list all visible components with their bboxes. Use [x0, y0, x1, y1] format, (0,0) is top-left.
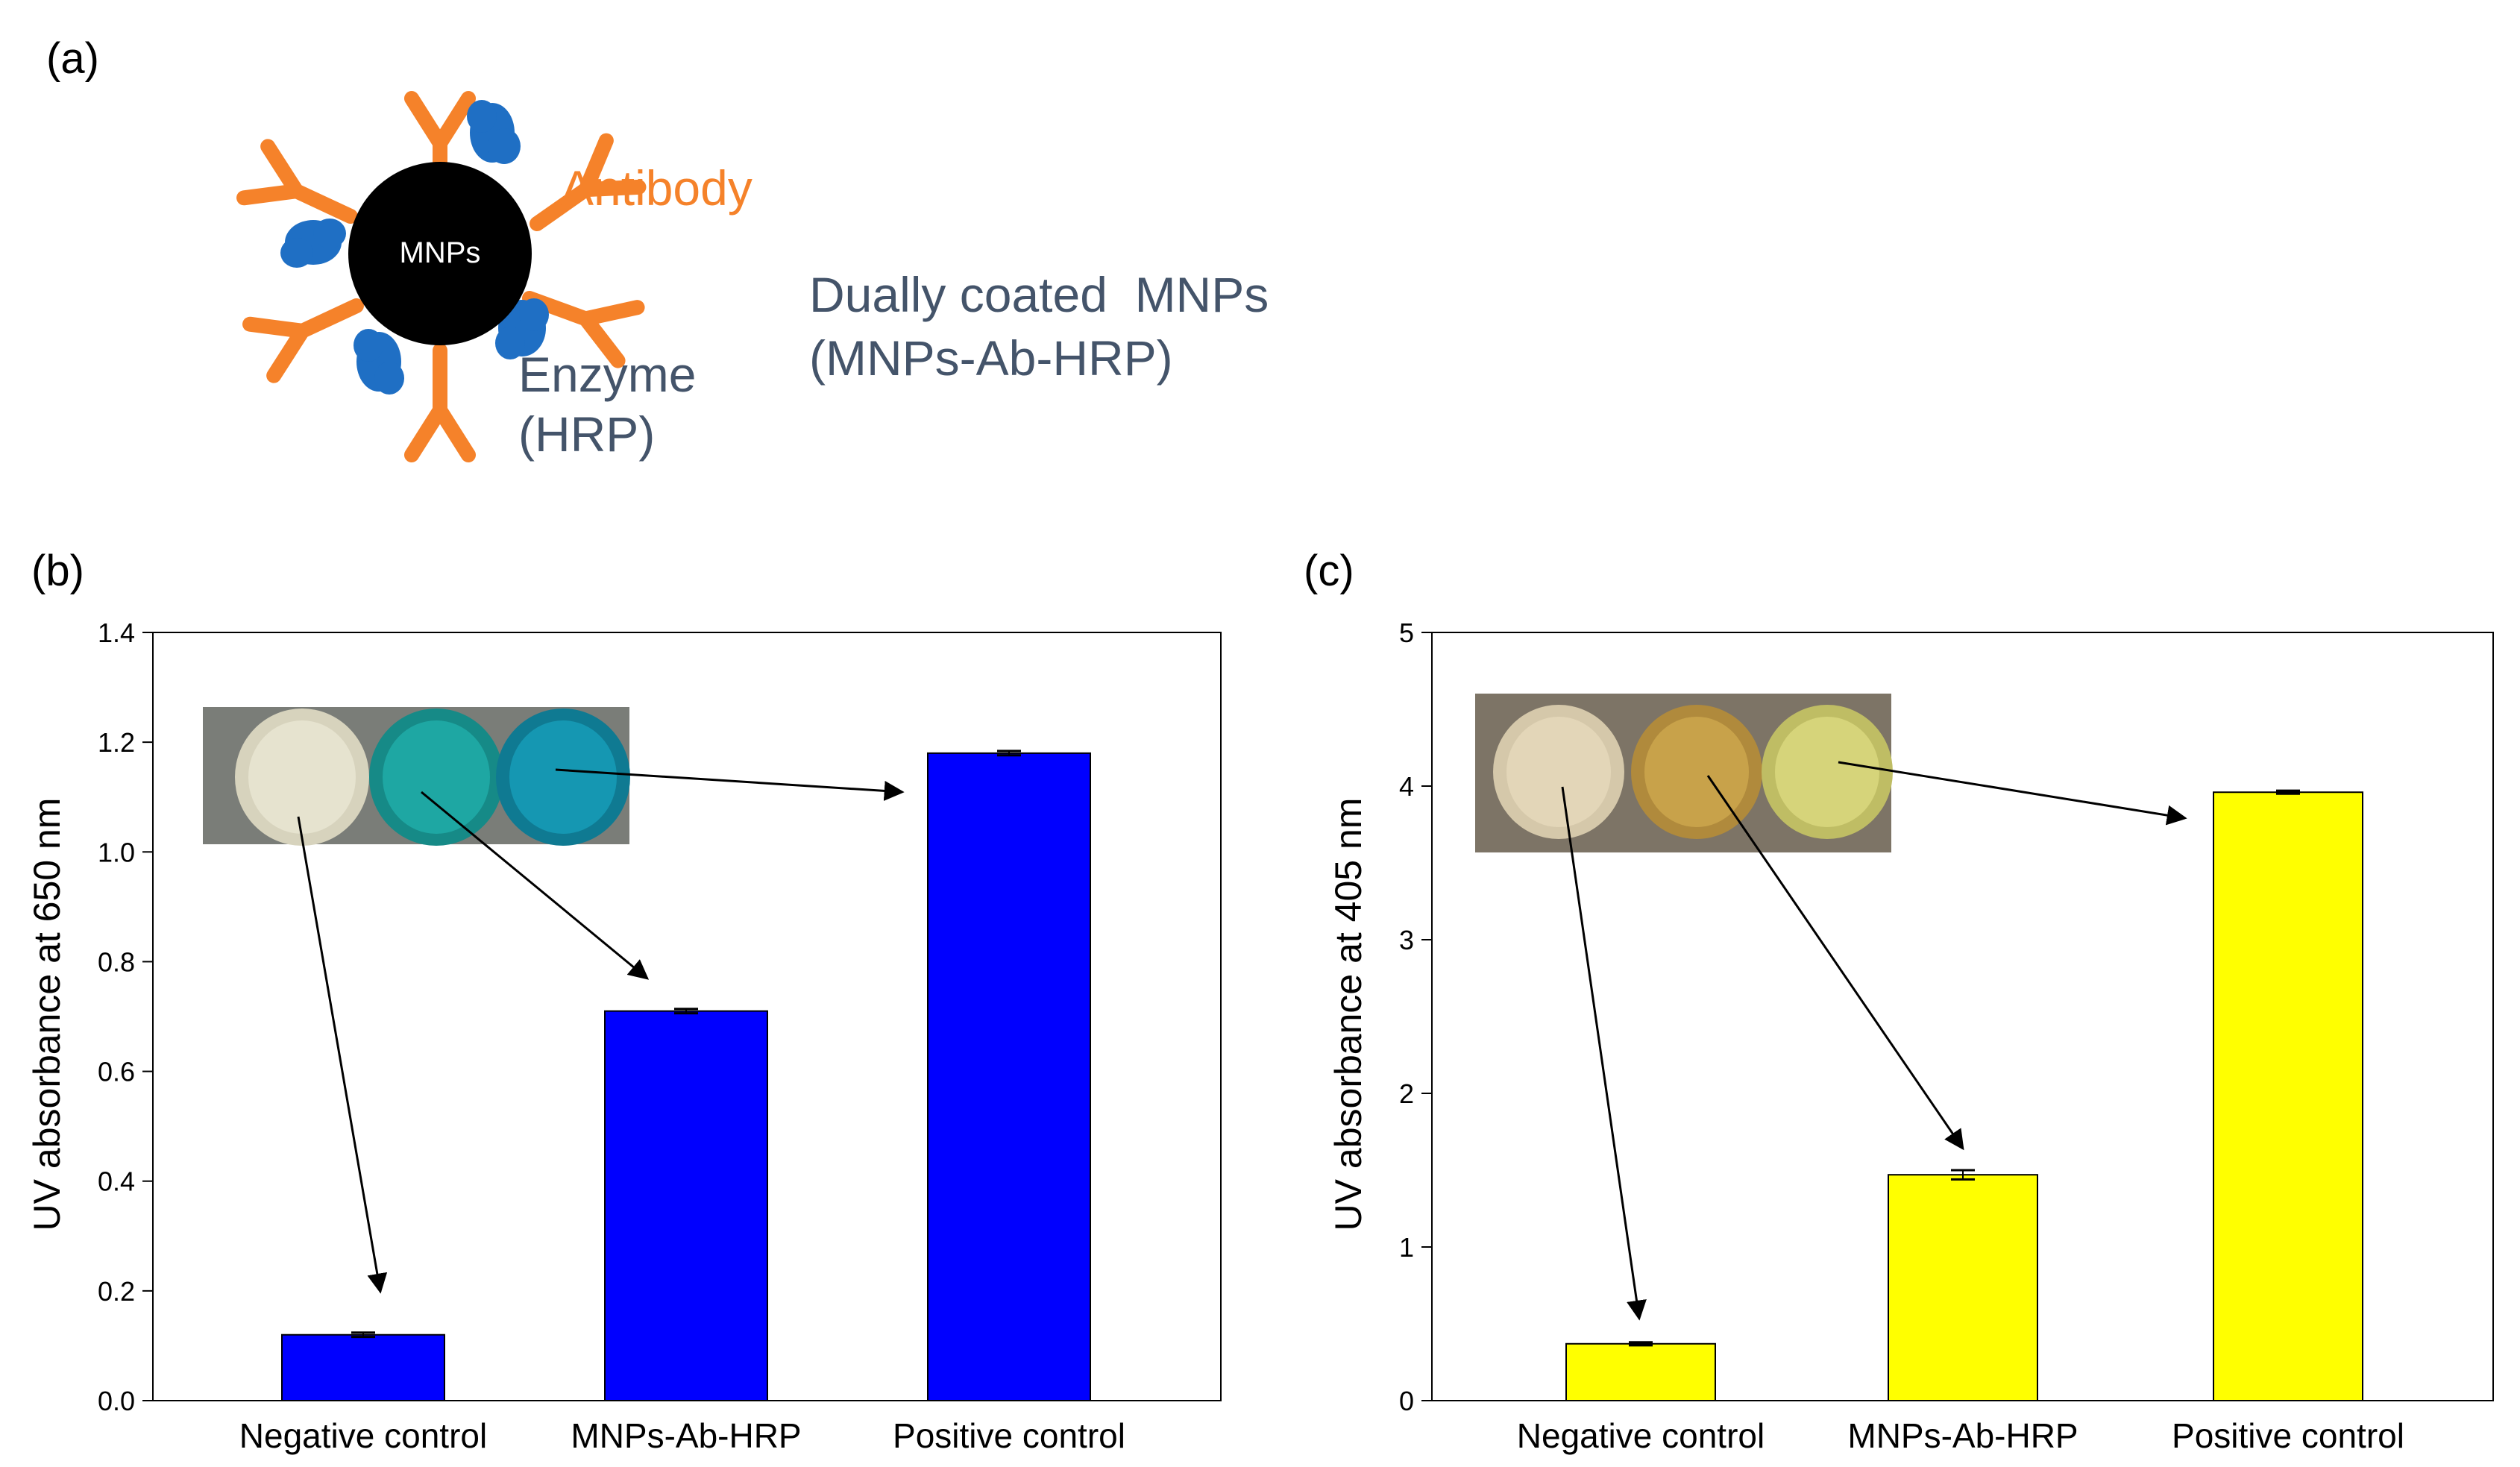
chart-b-yticks: 0.0 0.2 0.4 0.6 0.8 1.0 1.2 1.4 [98, 618, 153, 1416]
well-1 [248, 720, 356, 834]
arrow-negative [1561, 786, 1647, 1321]
enzyme-icons [280, 100, 549, 395]
ytick-label: 0.6 [98, 1057, 135, 1087]
antibody-y-icon [236, 139, 358, 224]
chart-b: (b) UV absorbance at 650 nm 0.0 0.2 0.4 0.6… [26, 547, 1222, 1455]
category-label: Positive control [893, 1416, 1125, 1455]
mnp-core-label: MNPs [400, 236, 481, 269]
bar [281, 1334, 445, 1401]
category-label: Negative control [239, 1416, 487, 1455]
bar [927, 752, 1091, 1401]
well-2 [383, 720, 490, 834]
arrow-negative [297, 816, 388, 1294]
well-2 [1644, 717, 1749, 827]
chart-b-arrows [297, 768, 905, 1294]
antibody-icons [236, 91, 647, 462]
ytick-label: 5 [1399, 618, 1414, 648]
chart-c-xlabels: Negative control MNPs-Ab-HRP Positive cont… [1517, 1416, 2404, 1455]
enzyme-blob-icon [280, 219, 346, 268]
antibody-y-icon [404, 343, 476, 462]
ytick-label: 1.4 [98, 618, 135, 648]
chart-c-yticks: 0 1 2 3 4 5 [1399, 618, 1432, 1416]
well-3 [509, 720, 617, 834]
enzyme-blob-icon [495, 298, 549, 359]
antibody-y-icon [242, 298, 364, 383]
bar [604, 1010, 768, 1401]
bar [2213, 791, 2363, 1401]
ytick-label: 3 [1399, 925, 1414, 955]
caption-line1: Dually coated MNPs [809, 267, 1269, 322]
chart-b-inset-photo [203, 707, 630, 846]
category-label: Positive control [2172, 1416, 2404, 1455]
ytick-label: 0.4 [98, 1166, 135, 1197]
chart-c-bars [1565, 789, 2363, 1402]
arrow-mnps [1706, 775, 1964, 1151]
mnp-diagram: MNPs [236, 91, 647, 462]
panel-b-label: (b) [31, 547, 84, 595]
caption-line2: (MNPs-Ab-HRP) [809, 330, 1173, 386]
bar [1565, 1342, 1716, 1402]
ytick-label: 0.0 [98, 1386, 135, 1416]
ytick-label: 0.8 [98, 946, 135, 977]
well-1 [1506, 717, 1611, 827]
chart-c: (c) UV absorbance at 405 nm 0 1 2 3 4 5 Negat… [1304, 547, 2494, 1455]
ytick-label: 1.2 [98, 727, 135, 758]
ytick-label: 1.0 [98, 837, 135, 867]
chart-b-bars [281, 750, 1091, 1401]
enzyme-blob-icon [354, 329, 404, 395]
enzyme-blob-icon [467, 100, 521, 164]
ytick-label: 4 [1399, 771, 1414, 802]
chart-c-ylabel: UV absorbance at 405 nm [1327, 798, 1369, 1231]
arrow-positive [1838, 761, 2187, 826]
ytick-label: 1 [1399, 1232, 1414, 1263]
enzyme-abbr-label: (HRP) [518, 406, 655, 462]
chart-c-inset-photo [1475, 694, 1893, 852]
panel-c-label: (c) [1304, 547, 1354, 595]
ytick-label: 0 [1399, 1386, 1414, 1416]
ytick-label: 0.2 [98, 1276, 135, 1307]
antibody-label: Antibody [561, 160, 752, 216]
panel-a-label: (a) [46, 34, 99, 83]
panel-a: (a) MNPs Antibody Enzyme (HRP) [46, 34, 1269, 462]
chart-c-arrows [1561, 761, 2187, 1321]
chart-b-ylabel: UV absorbance at 650 nm [26, 798, 68, 1231]
category-label: Negative control [1517, 1416, 1765, 1455]
enzyme-label: Enzyme [518, 347, 696, 402]
mnp-core [348, 162, 532, 345]
category-label: MNPs-Ab-HRP [1847, 1416, 2078, 1455]
category-label: MNPs-Ab-HRP [571, 1416, 801, 1455]
well-3 [1775, 717, 1879, 827]
chart-b-xlabels: Negative control MNPs-Ab-HRP Positive cont… [239, 1416, 1125, 1455]
arrow-mnps [421, 791, 650, 980]
ytick-label: 2 [1399, 1078, 1414, 1109]
bar [1888, 1174, 2038, 1402]
antibody-y-icon [530, 133, 647, 231]
arrow-positive [555, 768, 905, 801]
